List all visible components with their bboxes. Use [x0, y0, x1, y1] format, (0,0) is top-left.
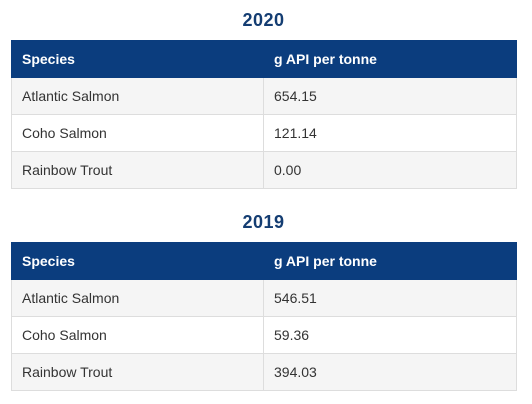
species-cell: Rainbow Trout	[11, 151, 264, 189]
species-table: Species g API per tonne Atlantic Salmon …	[11, 40, 517, 189]
value-cell: 394.03	[263, 353, 517, 391]
year-section-2019: 2019 Species g API per tonne Atlantic Sa…	[11, 210, 517, 391]
column-header-value: g API per tonne	[263, 40, 517, 78]
value-cell: 654.15	[263, 77, 517, 115]
value-cell: 0.00	[263, 151, 517, 189]
column-header-species: Species	[11, 242, 264, 280]
table-header-row: Species g API per tonne	[11, 242, 517, 280]
species-cell: Atlantic Salmon	[11, 77, 264, 115]
species-cell: Coho Salmon	[11, 114, 264, 152]
value-cell: 546.51	[263, 279, 517, 317]
year-title: 2020	[242, 10, 285, 30]
species-cell: Atlantic Salmon	[11, 279, 264, 317]
column-header-species: Species	[11, 40, 264, 78]
table-row: Rainbow Trout 0.00	[11, 151, 517, 189]
species-cell: Rainbow Trout	[11, 353, 264, 391]
table-row: Atlantic Salmon 546.51	[11, 279, 517, 317]
year-section-2020: 2020 Species g API per tonne Atlantic Sa…	[11, 8, 517, 189]
species-cell: Coho Salmon	[11, 316, 264, 354]
table-row: Rainbow Trout 394.03	[11, 353, 517, 391]
table-header-row: Species g API per tonne	[11, 40, 517, 78]
year-title: 2019	[242, 212, 285, 232]
table-row: Coho Salmon 121.14	[11, 114, 517, 152]
column-header-value: g API per tonne	[263, 242, 517, 280]
species-table: Species g API per tonne Atlantic Salmon …	[11, 242, 517, 391]
table-row: Coho Salmon 59.36	[11, 316, 517, 354]
value-cell: 59.36	[263, 316, 517, 354]
value-cell: 121.14	[263, 114, 517, 152]
table-row: Atlantic Salmon 654.15	[11, 77, 517, 115]
